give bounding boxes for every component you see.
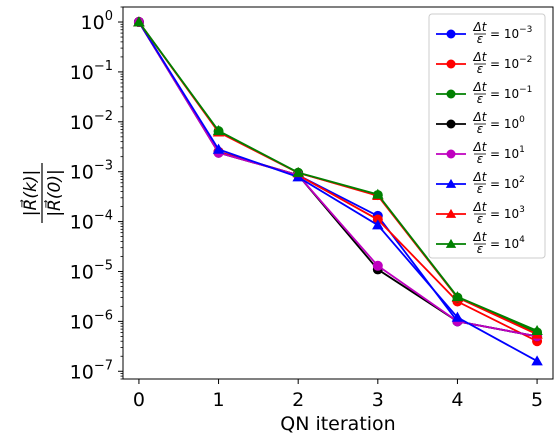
data-point	[451, 311, 464, 322]
data-point	[451, 291, 464, 302]
legend-label: = 10−2	[490, 55, 532, 71]
data-point	[212, 125, 225, 136]
legend-marker	[446, 119, 456, 129]
y-tick-label: 10−3	[70, 159, 113, 184]
data-point	[133, 16, 145, 27]
data-point	[292, 166, 304, 177]
x-tick-label: 1	[213, 389, 225, 411]
legend-ratio-denominator: ε	[477, 62, 484, 76]
data-point	[212, 143, 225, 154]
y-tick-label: 10−1	[70, 59, 113, 84]
legend-entry: Δtε = 101	[436, 140, 525, 166]
y-tick-label: 100	[81, 9, 113, 34]
legend-ratio-numerator: Δt	[473, 50, 488, 64]
legend-label: = 102	[490, 175, 525, 191]
legend-marker	[446, 59, 456, 69]
legend-entry: Δtε = 103	[436, 200, 525, 226]
legend-marker	[445, 238, 457, 248]
legend-entry: Δtε = 10−1	[436, 80, 532, 106]
y-tick-label: 10−7	[70, 358, 113, 383]
legend-ratio-denominator: ε	[477, 212, 484, 226]
legend-marker	[446, 29, 456, 39]
legend-ratio-denominator: ε	[477, 182, 484, 196]
legend-label: = 104	[490, 235, 525, 251]
legend-ratio-denominator: ε	[477, 152, 484, 166]
legend-ratio-denominator: ε	[477, 242, 484, 256]
data-point	[372, 188, 384, 199]
legend-label: = 101	[490, 145, 525, 161]
legend-box	[428, 13, 546, 259]
y-axis-label-denominator: |R⃗(0)|	[43, 169, 65, 216]
legend-ratio-numerator: Δt	[473, 170, 488, 184]
y-axis-ticks: 100 10−1 10−2 10−3 10−4 10−5 10−6 10−7	[70, 6, 123, 383]
plot-frame	[122, 6, 554, 380]
legend-ratio-numerator: Δt	[473, 140, 488, 154]
legend-label: = 10−1	[490, 85, 532, 101]
y-axis-label: |R⃗(k)| |R⃗(0)|	[19, 163, 65, 223]
y-tick-label: 10−4	[70, 209, 113, 234]
x-tick-label: 2	[292, 389, 304, 411]
legend-ratio-denominator: ε	[477, 122, 484, 136]
legend-ratio-numerator: Δt	[473, 230, 488, 244]
legend-entry: Δtε = 104	[436, 230, 525, 256]
series-line	[138, 21, 538, 362]
legend-label: = 103	[490, 205, 525, 221]
legend-ratio-numerator: Δt	[473, 110, 488, 124]
legend-entry: Δtε = 10−2	[436, 50, 532, 76]
legend-ratio-numerator: Δt	[473, 20, 488, 34]
x-tick-label: 3	[372, 389, 384, 411]
legend-ratio-denominator: ε	[477, 92, 484, 106]
data-point	[372, 219, 384, 230]
x-tick-label: 0	[133, 389, 145, 411]
x-axis-ticks: 0 1 2 3 4 5	[133, 379, 543, 411]
x-tick-label: 4	[451, 389, 463, 411]
legend-ratio-numerator: Δt	[473, 200, 488, 214]
legend-marker	[445, 208, 457, 218]
legend-marker	[445, 178, 457, 188]
data-point	[372, 260, 383, 271]
legend-ratio-denominator: ε	[477, 32, 484, 46]
plot-series	[133, 16, 543, 366]
y-tick-label: 10−6	[70, 308, 113, 333]
data-point	[531, 355, 543, 366]
legend-label: = 100	[490, 115, 525, 131]
y-axis-label-numerator: |R⃗(k)|	[19, 170, 41, 216]
x-tick-label: 5	[531, 389, 543, 411]
legend-entry: Δtε = 100	[436, 110, 525, 136]
data-point	[531, 324, 543, 336]
legend-ratio-numerator: Δt	[473, 80, 488, 94]
y-tick-label: 10−5	[70, 258, 113, 283]
legend-marker	[446, 149, 456, 159]
legend-entry: Δtε = 10−3	[436, 20, 532, 46]
series-line	[138, 21, 538, 332]
legend-entry: Δtε = 102	[436, 170, 525, 196]
series-7	[133, 16, 543, 336]
y-tick-label: 10−2	[70, 109, 113, 134]
x-axis-label: QN iteration	[280, 413, 395, 434]
legend-marker	[446, 89, 456, 99]
legend-label: = 10−3	[490, 25, 532, 41]
